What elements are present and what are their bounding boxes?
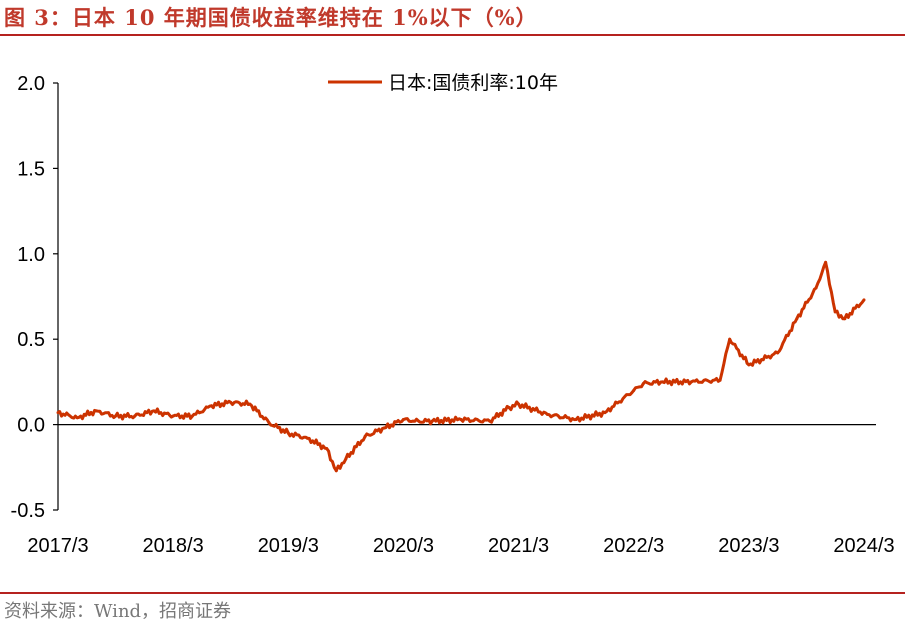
series-line-jgb-10y [57,260,866,473]
x-tick-label: 2021/3 [488,535,549,557]
series-point [210,404,214,408]
series-point [603,411,607,415]
y-tick-label: 2.0 [17,73,45,95]
series-point [545,412,549,416]
x-tick-label: 2018/3 [143,535,204,557]
series-point [728,337,732,341]
series-point [229,400,233,404]
x-tick-label: 2019/3 [258,535,319,557]
y-tick-label: 0.5 [17,329,45,351]
line-chart: 2.01.51.00.50.0-0.5 2017/3 2018/3 2019/3 20… [11,72,895,557]
x-tick-label: 2022/3 [603,535,664,557]
source-rule [0,592,905,594]
x-tick-label: 2024/3 [833,535,894,557]
series-point [574,417,578,421]
legend: 日本:国债利率:10年 [328,72,558,94]
figure-title: 图 3：日本 10 年期国债收益率维持在 1%以下（%） [4,5,538,30]
x-tick-label: 2023/3 [718,535,779,557]
series-point [507,406,511,410]
series-point [344,457,348,461]
series-point [171,414,175,418]
series-point [286,431,290,435]
series-point [267,421,271,425]
x-axis-ticks: 2017/3 2018/3 2019/3 2020/3 2021/3 2022/3 2023… [27,535,894,557]
series-point [689,380,693,384]
series-point [305,436,309,440]
y-tick-label: 0.0 [17,415,45,437]
x-tick-label: 2020/3 [373,535,434,557]
series-point [382,426,386,430]
series-point [133,414,137,418]
series-point [190,414,194,418]
series-point [641,382,645,386]
series-point [114,414,118,418]
series-point [747,363,751,367]
series-point [814,286,818,290]
series-points [56,260,866,473]
y-tick-label: 1.5 [17,158,45,180]
series-point [862,298,866,302]
series-point [517,402,521,406]
series-point [632,388,636,392]
y-tick-label: -0.5 [11,500,45,522]
series-point [325,447,329,451]
series-point [75,416,79,420]
series-point [152,409,156,413]
series-point [411,419,415,423]
series-point [363,435,367,439]
series-point [718,378,722,382]
series-point [248,402,252,406]
series-point [459,417,463,421]
series-point [488,419,492,423]
y-axis-ticks: 2.0 1.5 1.0 0.5 0.0 -0.5 [11,73,58,522]
x-tick-label: 2017/3 [27,535,88,557]
series-point [56,411,60,415]
series-point [430,419,434,423]
series-point [334,469,338,473]
series-point [795,317,799,321]
series-point [401,417,405,421]
series-point [843,317,847,321]
legend-label: 日本:国债利率:10年 [388,72,558,94]
series-point [661,380,664,384]
source-note: 资料来源：Wind，招商证券 [4,601,232,622]
series-point [824,260,828,264]
y-tick-label: 1.0 [17,244,45,266]
title-rule [0,34,905,36]
series-point [833,310,837,314]
series-point [776,351,780,355]
series-point [94,409,98,413]
